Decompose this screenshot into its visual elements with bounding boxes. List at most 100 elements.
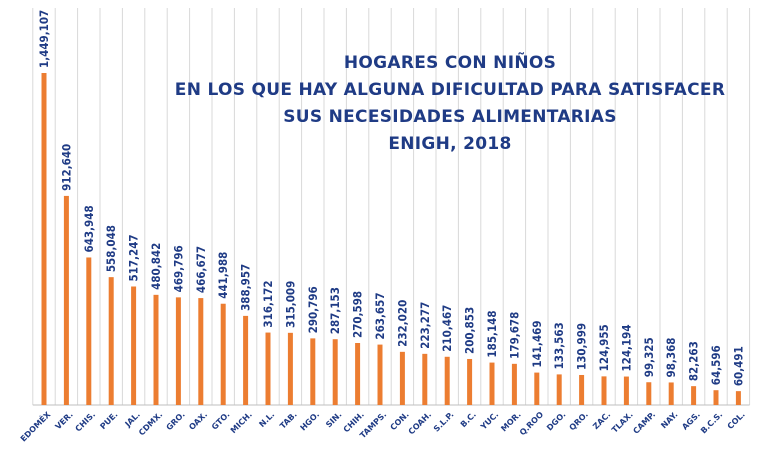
bar-27	[646, 382, 652, 405]
value-label-3: 558,048	[104, 225, 118, 272]
title-line-4: ENIGH, 2018	[388, 134, 512, 154]
category-label-13: SIN.	[324, 410, 343, 429]
category-label-3: PUE.	[98, 410, 119, 431]
bar-2	[86, 257, 92, 405]
bar-8	[220, 303, 226, 405]
value-label-1: 912,640	[59, 144, 73, 191]
category-label-5: CDMX.	[137, 410, 164, 437]
bar-23	[556, 374, 562, 405]
value-label-10: 316,172	[261, 280, 275, 327]
value-label-23: 133,563	[552, 322, 566, 369]
bar-11	[287, 332, 293, 405]
bar-17	[422, 353, 428, 405]
title-line-3: SUS NECESIDADES ALIMENTARIAS	[283, 107, 617, 127]
category-label-4: JAL.	[123, 410, 142, 429]
category-label-6: GRO.	[165, 410, 187, 432]
bar-3	[108, 277, 114, 405]
bar-4	[131, 286, 137, 405]
category-label-31: COL.	[726, 410, 747, 431]
category-label-23: DGO.	[545, 410, 568, 433]
category-label-11: TAB.	[278, 410, 299, 431]
bars	[41, 73, 741, 405]
value-label-30: 64,596	[709, 345, 723, 385]
category-label-26: TLAX.	[610, 410, 635, 435]
value-label-0: 1,449,107	[37, 10, 51, 68]
bar-22	[534, 372, 540, 405]
bar-6	[175, 297, 181, 405]
bar-30	[713, 390, 719, 405]
bar-21	[511, 363, 517, 405]
value-label-5: 480,842	[149, 243, 163, 290]
chart-title: HOGARES CON NIÑOS EN LOS QUE HAY ALGUNA …	[170, 50, 730, 158]
category-label-2: CHIS.	[74, 410, 98, 434]
bar-0	[41, 73, 47, 405]
bar-20	[489, 362, 495, 405]
value-label-26: 124,194	[619, 324, 633, 371]
value-label-11: 315,009	[283, 281, 297, 328]
bar-1	[63, 195, 69, 405]
value-label-13: 287,153	[328, 287, 342, 334]
category-label-18: S.L.P.	[432, 410, 456, 434]
category-labels: EDOMÉX VER.CHIS. PUE. JAL.CDMX. GRO. OAX. GTO.…	[17, 408, 746, 444]
value-label-6: 469,796	[171, 245, 185, 292]
gridlines	[32, 8, 751, 406]
value-label-20: 185,148	[485, 310, 499, 357]
bar-31	[735, 391, 741, 405]
value-label-9: 388,957	[239, 264, 253, 311]
value-label-28: 98,368	[664, 338, 678, 378]
title-line-1: HOGARES CON NIÑOS	[343, 53, 557, 73]
value-label-21: 179,678	[507, 312, 521, 359]
value-label-29: 82,263	[687, 341, 701, 381]
bar-24	[579, 374, 585, 405]
value-label-27: 99,325	[642, 337, 656, 377]
value-label-22: 141,469	[530, 320, 544, 367]
bar-5	[153, 294, 159, 405]
category-label-1: VER.	[54, 410, 75, 431]
category-label-20: YUC.	[478, 410, 500, 432]
value-labels: 1,449,107 912,640 643,948 558,048 517,247 480…	[37, 10, 745, 386]
bar-7	[198, 298, 204, 405]
value-label-24: 130,999	[575, 323, 589, 370]
value-label-14: 270,598	[351, 291, 365, 338]
category-label-30: B.C.S.	[699, 410, 724, 435]
category-label-27: CAMP.	[631, 410, 657, 436]
value-label-2: 643,948	[82, 205, 96, 252]
bar-28	[668, 382, 674, 405]
bar-26	[623, 376, 629, 405]
bar-29	[691, 386, 697, 405]
bar-25	[601, 376, 607, 405]
bar-14	[355, 343, 361, 405]
bar-13	[332, 339, 338, 405]
title-line-2: EN LOS QUE HAY ALGUNA DIFICULTAD PARA SA…	[174, 80, 726, 100]
value-label-15: 263,657	[373, 292, 387, 339]
bar-12	[310, 338, 316, 405]
category-label-10: N.L.	[257, 410, 276, 429]
bar-15	[377, 344, 383, 405]
value-label-12: 290,796	[306, 286, 320, 333]
value-label-4: 517,247	[127, 234, 141, 281]
value-label-17: 223,277	[418, 302, 432, 349]
value-label-7: 466,677	[194, 246, 208, 293]
value-label-18: 210,467	[440, 305, 454, 352]
category-label-22: Q.ROO	[518, 410, 545, 437]
category-label-12: HGO.	[299, 410, 322, 433]
category-label-28: NAY.	[659, 410, 679, 430]
category-label-7: OAX.	[187, 410, 209, 432]
value-label-31: 60,491	[731, 346, 745, 386]
bar-9	[243, 315, 249, 405]
category-label-9: MICH.	[229, 410, 254, 435]
category-label-0: EDOMÉX	[17, 408, 53, 444]
value-label-25: 124,955	[597, 324, 611, 371]
category-label-24: QRO.	[568, 410, 590, 432]
bar-18	[444, 356, 450, 405]
category-label-17: COAH.	[407, 410, 433, 436]
bar-10	[265, 332, 271, 405]
bar-16	[399, 351, 405, 405]
category-label-19: B.C.	[459, 410, 478, 429]
bar-19	[467, 358, 473, 405]
value-label-16: 232,020	[395, 300, 409, 347]
value-label-8: 441,988	[216, 252, 230, 299]
value-label-19: 200,853	[463, 307, 477, 354]
